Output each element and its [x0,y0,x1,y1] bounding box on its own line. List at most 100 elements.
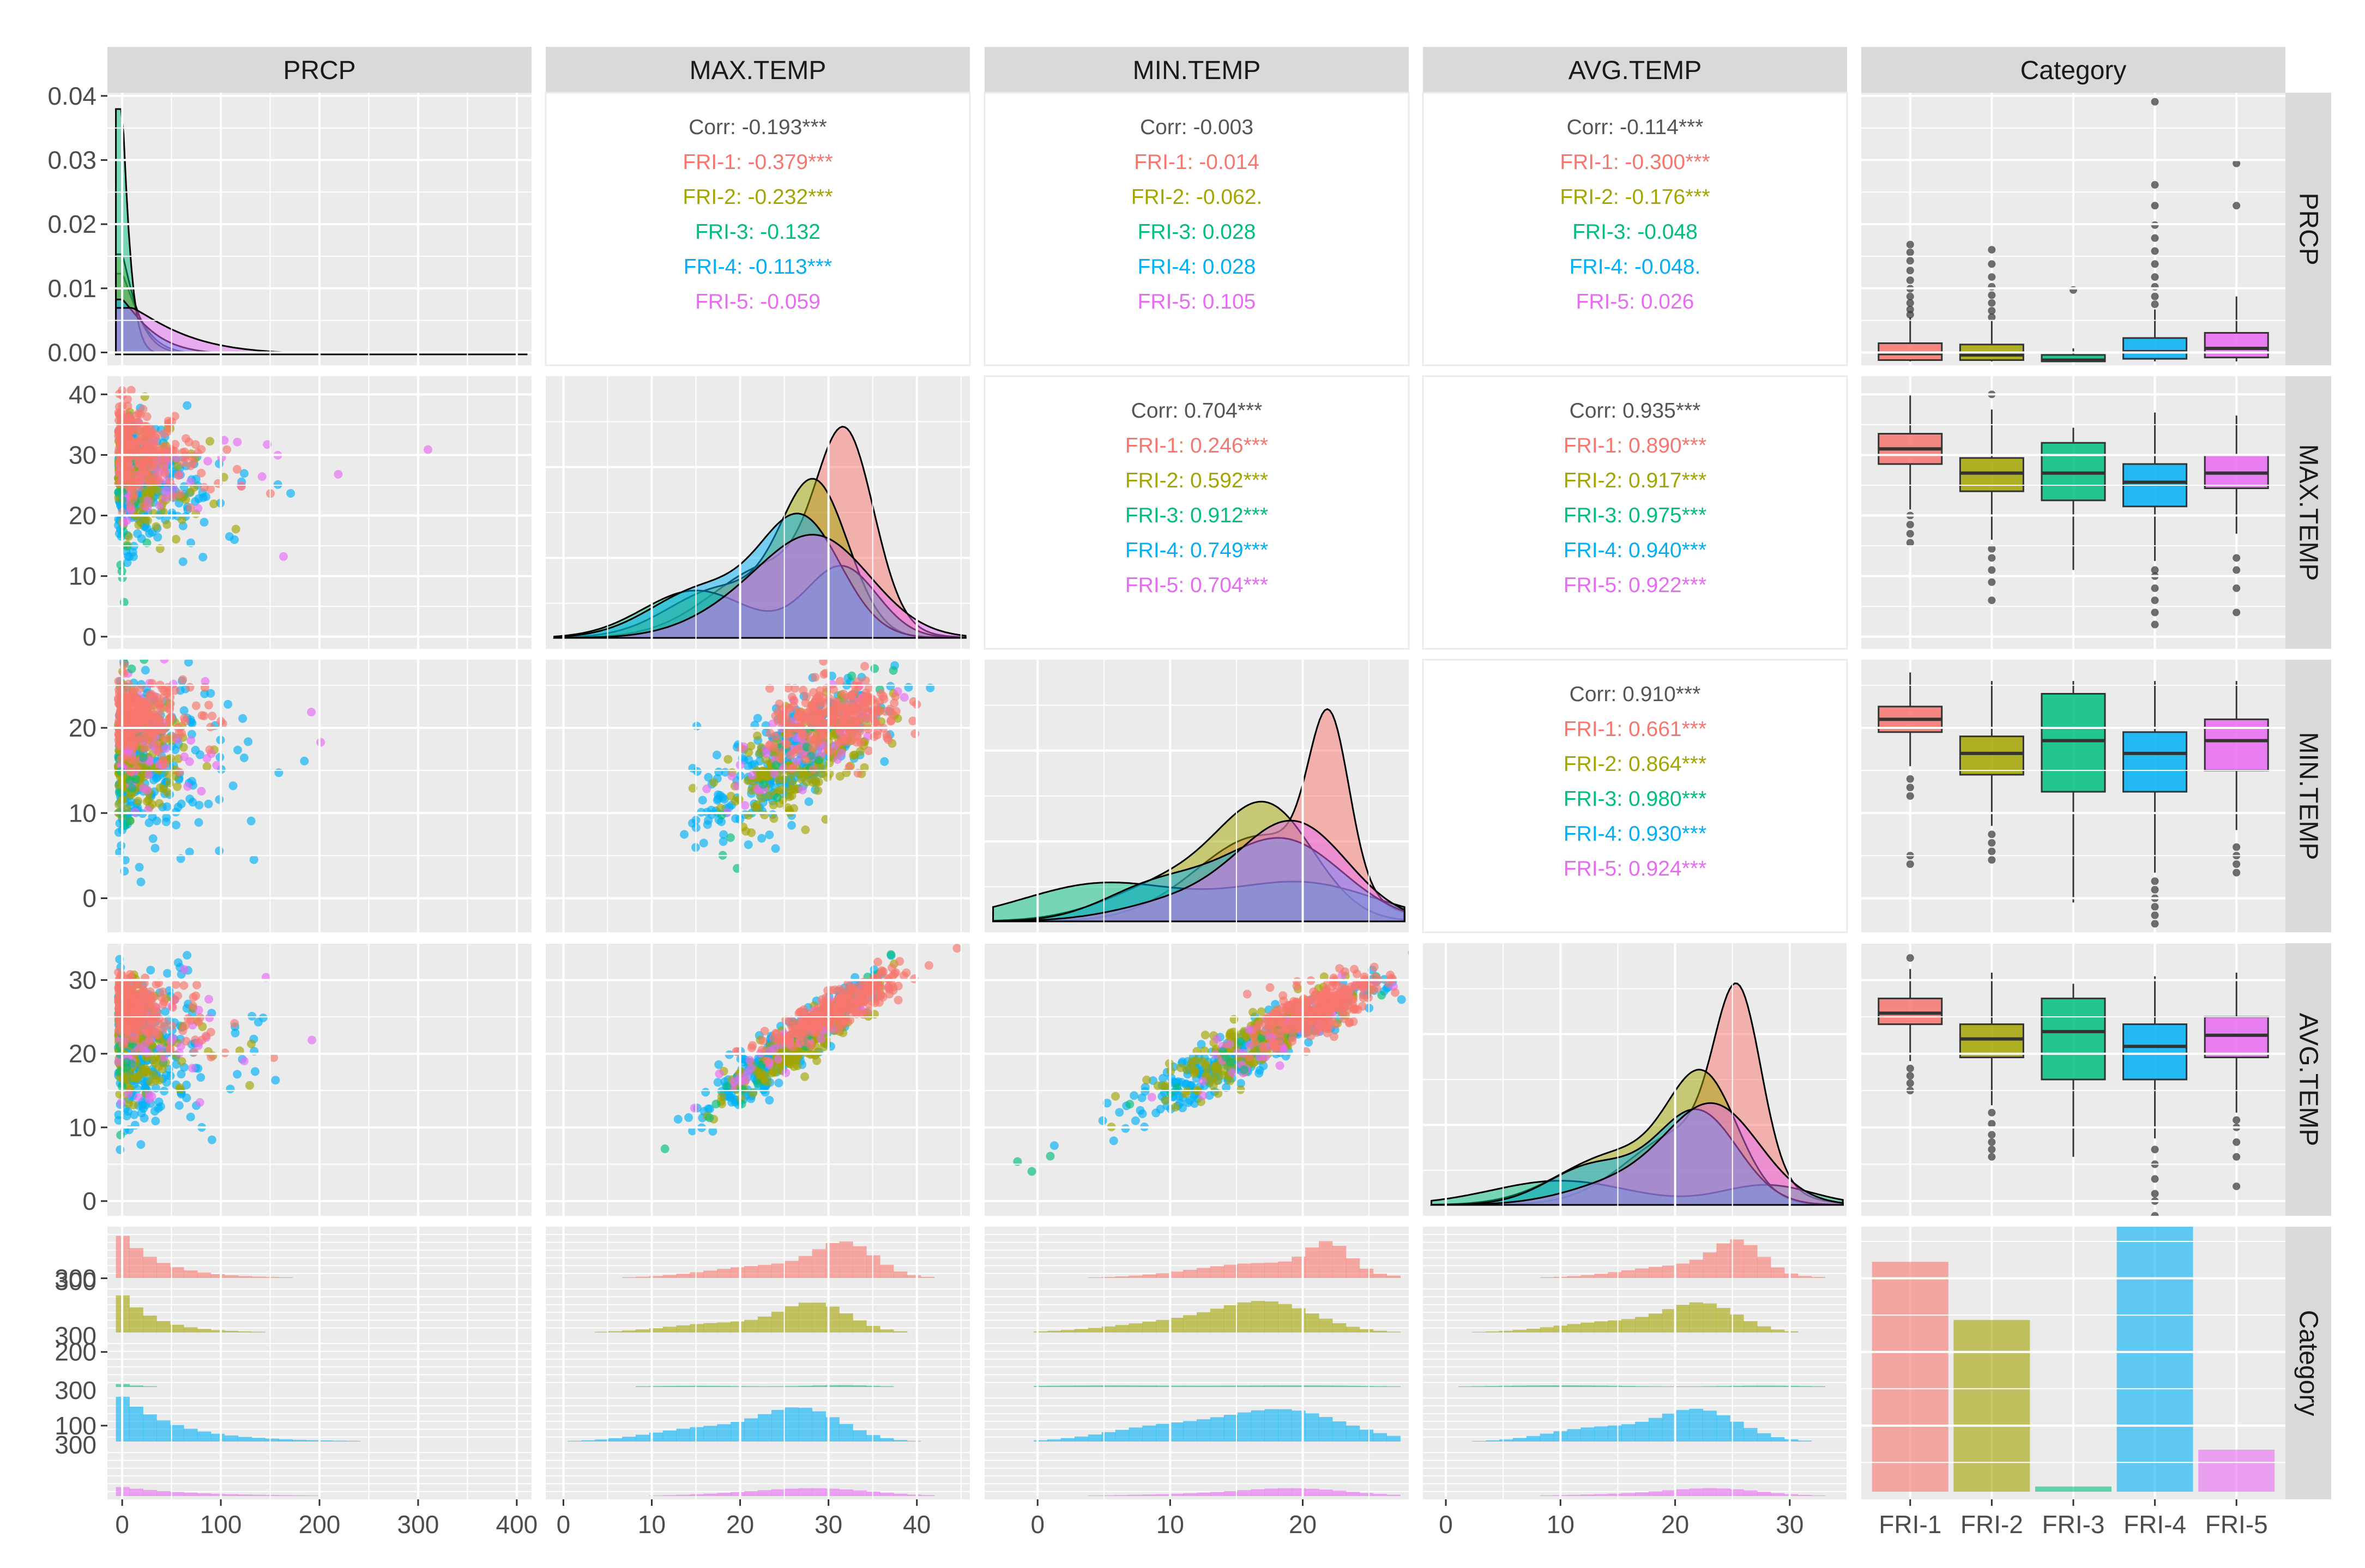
scatter-point-fri-1 [126,385,136,395]
box-outlier [2151,877,2159,885]
top-strip-label: AVG.TEMP [1568,56,1702,85]
scatter-point-fri-4 [141,666,150,675]
scatter-point-fri-2 [753,731,762,740]
scatter-point-fri-4 [224,699,233,709]
scatter-point-fri-1 [846,1016,855,1025]
scatter-point-fri-1 [142,456,151,465]
scatter-point-fri-3 [759,780,768,789]
corr-label-fri-1: FRI-1: -0.014 [1134,150,1259,174]
scatter-point-fri-1 [186,461,195,471]
scatter-point-fri-4 [300,756,309,765]
scatter-point-fri-4 [1222,1083,1230,1092]
scatter-point-fri-1 [147,997,156,1006]
scatter-point-fri-3 [116,1130,125,1139]
scatter-point-fri-1 [153,472,162,481]
scatter-point-fri-3 [119,821,129,830]
scatter-point-fri-5 [161,486,170,496]
scatter-point-fri-5 [424,445,432,454]
box-outlier [2151,273,2159,281]
scatter-point-fri-1 [776,747,786,757]
scatter-point-fri-1 [168,492,177,502]
scatter-point-fri-2 [717,1092,726,1101]
scatter-point-fri-1 [836,986,846,996]
top-strip-min-temp [985,47,1409,93]
scatter-point-fri-1 [131,411,141,420]
scatter-point-fri-1 [884,735,893,744]
scatter-point-fri-4 [179,482,189,491]
scatter-point-fri-1 [206,1028,215,1037]
scatter-point-fri-4 [880,757,889,766]
scatter-point-fri-1 [197,445,206,454]
scatter-point-fri-1 [886,716,896,725]
scatter-point-fri-4 [161,1007,170,1016]
scatter-point-fri-1 [879,695,889,704]
box-outlier [2151,566,2159,574]
scatter-point-fri-4 [1102,1099,1112,1108]
scatter-point-fri-4 [204,799,213,809]
box-fri-5 [2204,331,2269,359]
scatter-point-fri-4 [704,773,713,782]
scatter-point-fri-4 [174,1101,184,1110]
scatter-point-fri-1 [188,1002,197,1010]
scatter-point-fri-2 [849,751,858,760]
scatter-point-fri-2 [144,795,153,804]
scatter-point-fri-2 [817,769,826,779]
scatter-point-fri-1 [197,468,206,478]
scatter-point-fri-1 [190,1047,199,1057]
scatter-point-fri-4 [258,1013,268,1022]
box-outlier [2233,554,2241,562]
scatter-point-fri-1 [795,708,804,717]
scatter-point-fri-2 [1161,1096,1171,1105]
scatter-point-fri-4 [163,969,172,978]
corr-label-overall: Corr: 0.910*** [1570,683,1701,706]
scatter-point-fri-3 [711,1100,721,1108]
scatter-point-fri-1 [147,1018,156,1028]
box-outlier [2233,860,2241,868]
scatter-point-fri-1 [894,981,903,991]
scatter-point-fri-1 [126,477,135,486]
box-outlier [1988,291,1996,299]
scatter-point-fri-4 [200,517,209,527]
scatter-point-fri-4 [1109,1136,1118,1145]
scatter-point-fri-1 [765,728,775,738]
box-outlier [1906,792,1914,800]
box-fri-4 [2122,337,2188,360]
scatter-point-fri-3 [722,1082,732,1091]
scatter-point-fri-4 [198,493,208,502]
box-outlier [2151,596,2159,605]
scatter-point-fri-1 [182,1036,191,1046]
scatter-point-fri-5 [279,552,288,561]
top-strip-label: MIN.TEMP [1133,56,1261,85]
scatter-point-fri-1 [847,1008,856,1017]
scatter-point-fri-2 [774,775,783,785]
scatter-point-fri-2 [129,1100,138,1109]
scatter-point-fri-2 [1111,1091,1120,1101]
box-outlier [2151,608,2159,617]
scatter-point-fri-1 [138,734,148,744]
box-outlier [1906,267,1914,275]
scatter-point-fri-4 [140,1114,149,1123]
scatter-point-fri-1 [837,735,846,745]
box-outlier [1906,305,1914,313]
scatter-point-fri-1 [119,660,129,670]
scatter-point-fri-5 [161,744,170,753]
scatter-point-fri-1 [130,490,139,499]
scatter-point-fri-4 [765,1096,774,1105]
scatter-point-fri-5 [798,785,807,794]
scatter-point-fri-4 [230,535,239,544]
scatter-point-fri-1 [237,482,246,491]
panel-0-3 [1422,92,1848,366]
scatter-point-fri-1 [812,1028,821,1038]
scatter-point-fri-2 [709,778,719,787]
scatter-point-fri-1 [191,991,201,1000]
scatter-point-fri-4 [239,753,249,762]
scatter-point-fri-1 [114,677,123,686]
scatter-point-fri-1 [909,697,918,706]
scatter-point-fri-4 [714,1060,723,1069]
scatter-point-fri-4 [146,966,155,975]
right-strip-label: MAX.TEMP [2294,444,2323,581]
scatter-point-fri-1 [138,405,148,414]
scatter-point-fri-2 [1319,972,1329,981]
scatter-point-fri-5 [307,708,316,717]
